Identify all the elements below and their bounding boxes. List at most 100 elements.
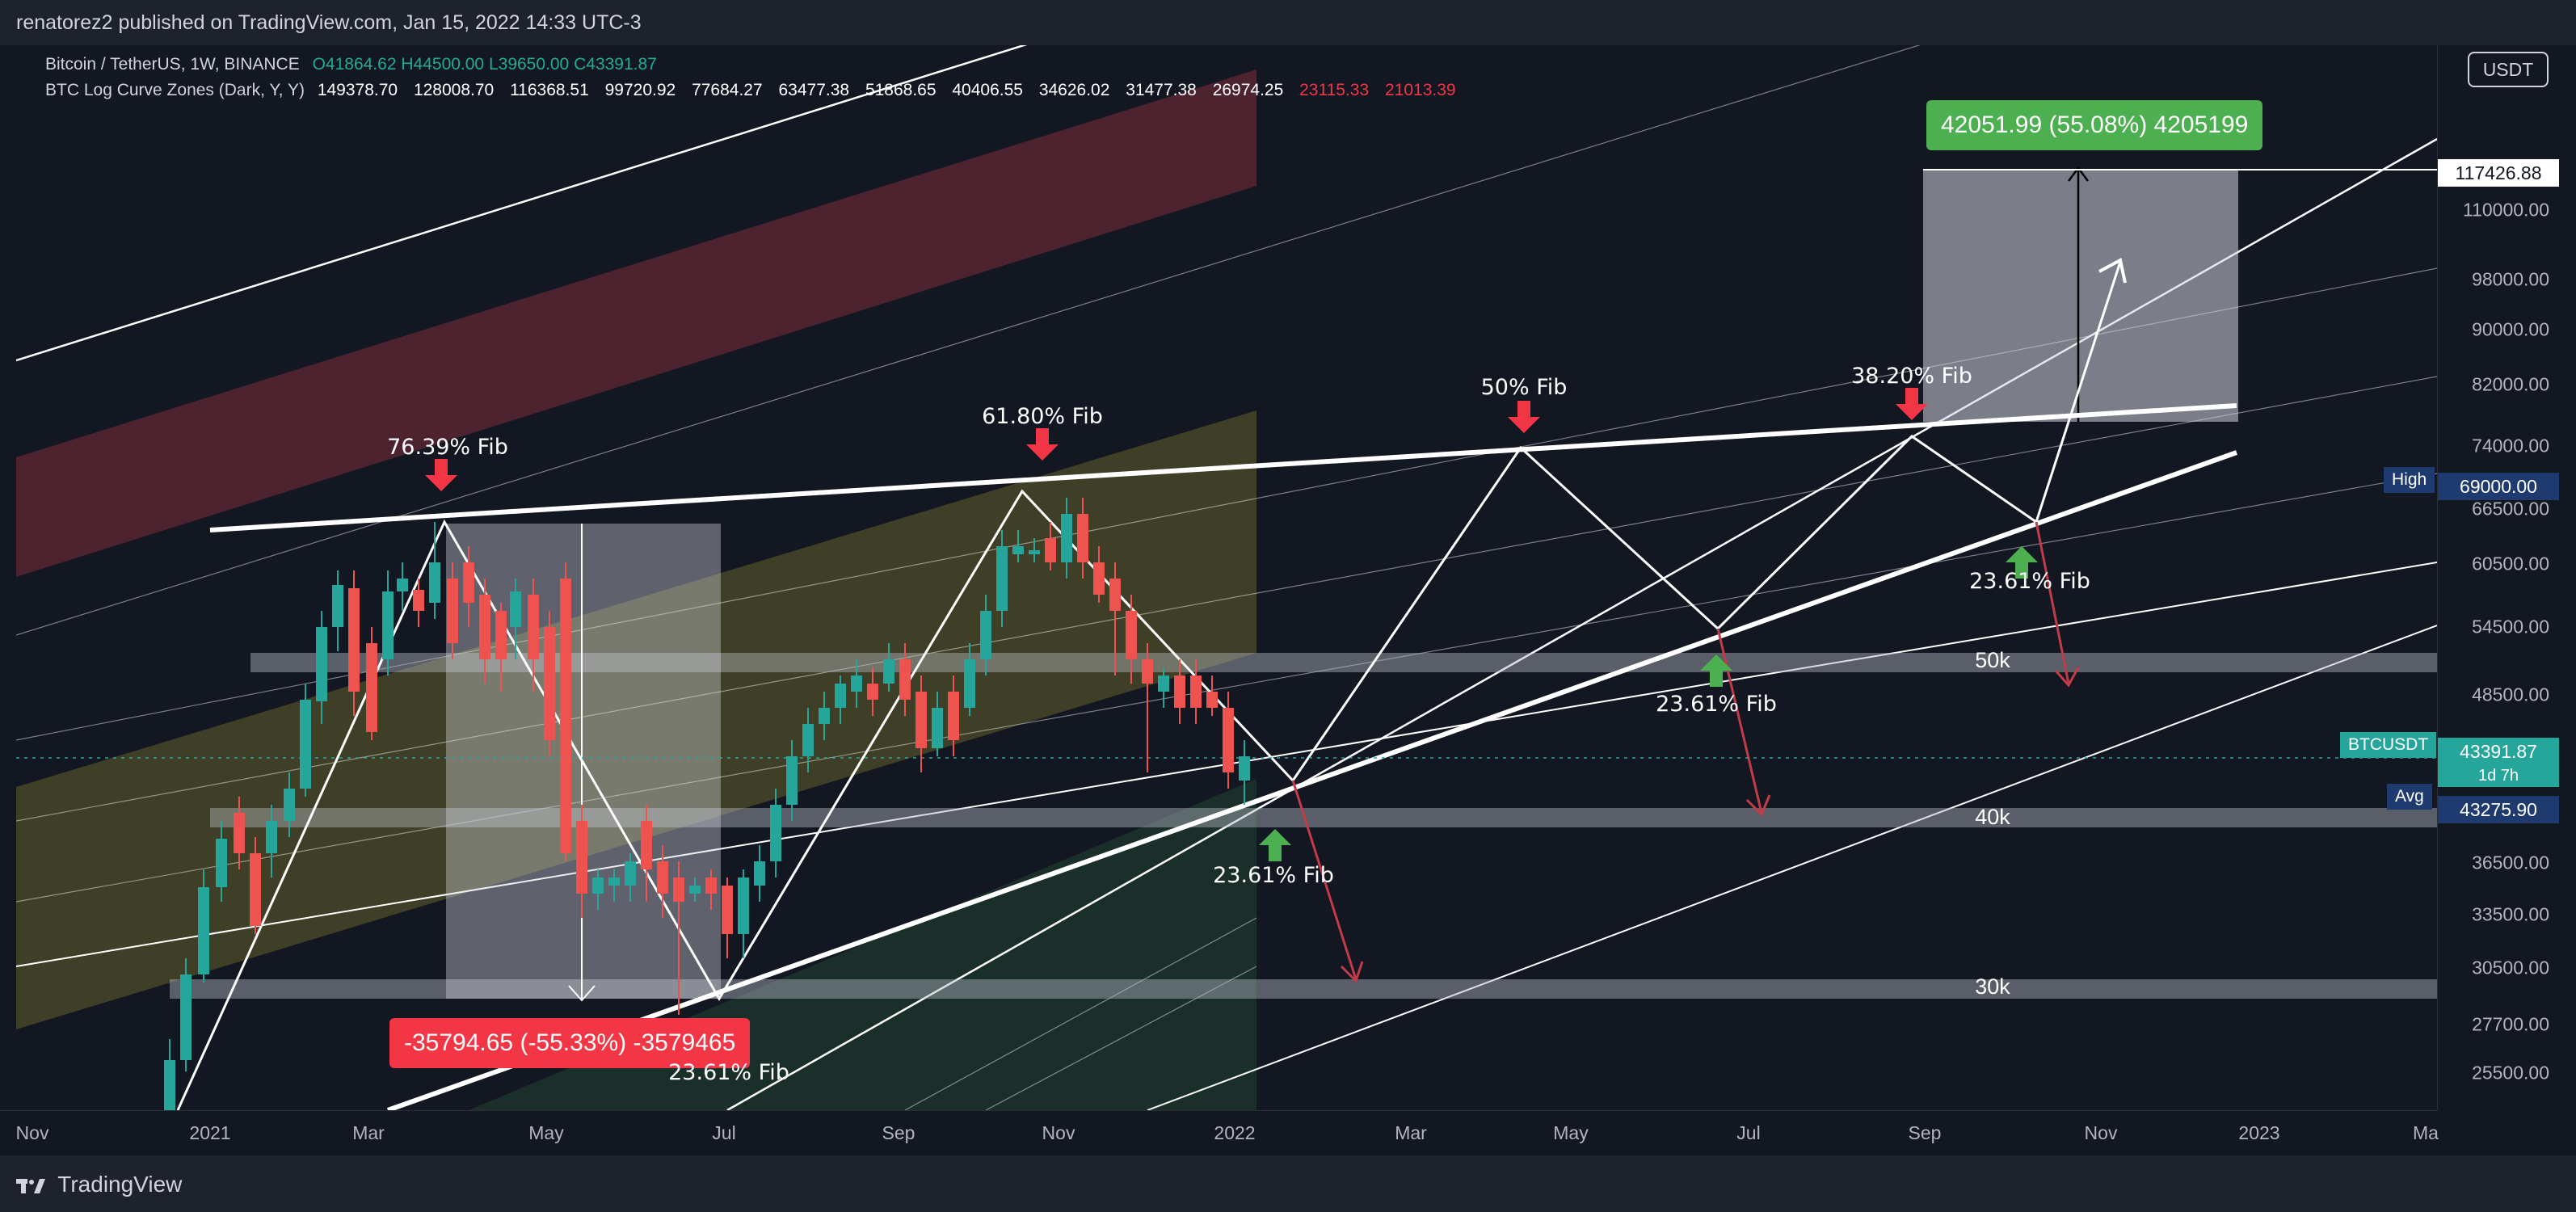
- candle-body: [964, 659, 975, 708]
- symbol-legend: Bitcoin / TetherUS, 1W, BINANCE O41864.6…: [45, 55, 657, 74]
- candle-body: [673, 877, 684, 902]
- tradingview-icon: [16, 1178, 45, 1193]
- candle-body: [284, 789, 295, 821]
- ohlc-open: O41864.62: [312, 55, 397, 74]
- time-axis[interactable]: Nov 2021 Mar May Jul Sep Nov 2022 Mar Ma…: [0, 1110, 2439, 1156]
- candle-body: [1158, 675, 1169, 692]
- candle-body: [770, 805, 781, 861]
- candle-body: [300, 700, 311, 789]
- candle-body: [1206, 692, 1218, 708]
- candle-body: [1109, 579, 1121, 611]
- candle-body: [689, 886, 701, 894]
- ticker-tag: BTCUSDT: [2340, 732, 2437, 758]
- fib-label: 23.61% Fib: [668, 1060, 789, 1085]
- candle-body: [932, 708, 943, 748]
- fib-label: 61.80% Fib: [982, 404, 1103, 429]
- candle-body: [608, 877, 620, 886]
- candle-body: [819, 708, 830, 724]
- chart-canvas[interactable]: [16, 45, 2437, 1110]
- candle-body: [1239, 756, 1250, 781]
- candle-body: [1061, 514, 1072, 562]
- candlestick-series: [164, 498, 1250, 1110]
- avg-tag: Avg: [2387, 784, 2432, 810]
- zone-label-40k: 40k: [1975, 805, 2010, 829]
- candle-body: [544, 627, 555, 740]
- footer-bar: TradingView: [0, 1155, 2576, 1212]
- candle-body: [996, 546, 1008, 611]
- red-zone: [16, 69, 1256, 577]
- indicator-legend: BTC Log Curve Zones (Dark, Y, Y) 149378.…: [45, 81, 1456, 99]
- measure-down-callout: -35794.65 (-55.33%) -3579465: [389, 1018, 751, 1068]
- candle-body: [316, 627, 327, 701]
- fib-label: 76.39% Fib: [387, 435, 508, 460]
- candle-body: [479, 595, 490, 659]
- candle-body: [528, 595, 539, 659]
- last-price-label: 43391.87: [2438, 738, 2559, 765]
- candle-body: [397, 579, 408, 591]
- fib-label: 23.61% Fib: [1656, 692, 1777, 717]
- candle-body: [1012, 546, 1024, 554]
- candle-body: [1045, 538, 1056, 562]
- ohlc-close: C43391.87: [574, 55, 657, 74]
- candle-body: [1093, 562, 1105, 595]
- bear-arrows: [1291, 521, 2080, 983]
- chart-pane[interactable]: Bitcoin / TetherUS, 1W, BINANCE O41864.6…: [16, 45, 2437, 1110]
- candle-body: [867, 684, 878, 700]
- candle-body: [413, 590, 424, 611]
- currency-button[interactable]: USDT: [2468, 52, 2549, 87]
- resistance-line: [209, 403, 2237, 532]
- candle-body: [348, 588, 360, 692]
- ohlc-low: L39650.00: [488, 55, 570, 74]
- zone-label-30k: 30k: [1975, 974, 2010, 999]
- fib-label: 23.61% Fib: [1969, 569, 2090, 594]
- tradingview-logo[interactable]: TradingView: [16, 1172, 182, 1197]
- candle-body: [625, 861, 636, 886]
- zone-50k: [250, 653, 2437, 672]
- candle-body: [657, 861, 668, 894]
- high-tag: High: [2384, 467, 2435, 493]
- candle-body: [576, 821, 587, 894]
- candle-body: [786, 756, 798, 805]
- candle-body: [851, 675, 862, 692]
- candle-body: [560, 579, 571, 853]
- candle-body: [722, 886, 733, 934]
- measure-up-box: [1923, 170, 2238, 422]
- candle-body: [266, 821, 277, 853]
- measure-up-callout: 42051.99 (55.08%) 4205199: [1926, 100, 2263, 150]
- candle-body: [899, 659, 911, 700]
- candle-body: [754, 861, 765, 886]
- ohlc-high: H44500.00: [401, 55, 485, 74]
- candle-body: [366, 643, 377, 732]
- candle-body: [510, 591, 521, 627]
- price-axis[interactable]: 110000.00 98000.00 90000.00 82000.00 740…: [2437, 45, 2561, 1110]
- candle-body: [463, 562, 474, 603]
- publish-header: renatorez2 published on TradingView.com,…: [0, 0, 2576, 45]
- avg-price-label: 43275.90: [2438, 796, 2559, 823]
- brand-name: TradingView: [57, 1172, 183, 1197]
- candle-body: [180, 974, 192, 1060]
- up-arrows: [1259, 546, 2038, 861]
- yellow-zone: [16, 410, 1256, 1029]
- symbol-name: Bitcoin / TetherUS, 1W, BINANCE: [45, 55, 300, 74]
- candle-body: [429, 562, 440, 603]
- bar-countdown: 1d 7h: [2438, 764, 2559, 787]
- zone-30k: [170, 979, 2437, 999]
- candle-body: [738, 877, 749, 934]
- candle-body: [1174, 675, 1185, 708]
- candle-body: [447, 579, 458, 643]
- candle-body: [198, 887, 209, 974]
- candle-body: [705, 877, 717, 894]
- candle-body: [835, 684, 846, 708]
- down-arrows: [425, 388, 1928, 491]
- candle-body: [1223, 708, 1234, 772]
- candle-body: [641, 821, 652, 869]
- publish-info: renatorez2 published on TradingView.com,…: [16, 11, 642, 34]
- fib-label: 23.61% Fib: [1213, 863, 1334, 888]
- candle-body: [382, 591, 394, 659]
- candle-body: [1126, 611, 1137, 659]
- candle-body: [915, 692, 927, 748]
- candle-body: [250, 853, 261, 926]
- fib-label: 38.20% Fib: [1851, 364, 1972, 389]
- candle-body: [883, 659, 894, 684]
- zone-label-50k: 50k: [1975, 648, 2010, 672]
